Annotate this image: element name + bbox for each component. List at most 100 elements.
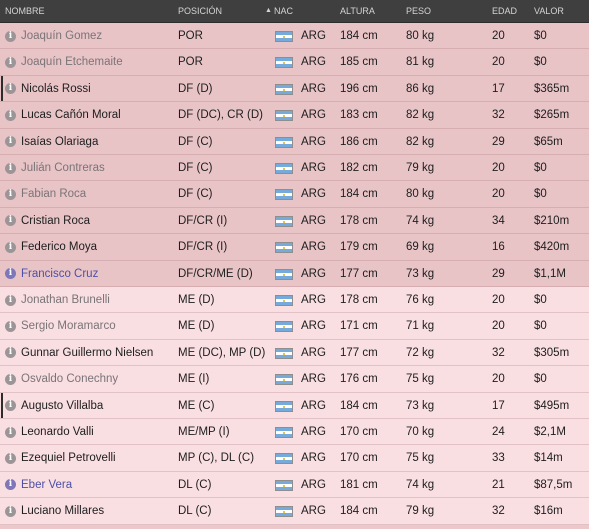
table-row[interactable]: i Federico Moya DF/CR (I) ARG 179 cm 69 kg 16 $… xyxy=(0,234,589,261)
info-circle-icon[interactable]: i xyxy=(5,268,16,280)
player-name[interactable]: Lucas Cañón Moral xyxy=(21,109,121,122)
player-position: DF (D) xyxy=(178,82,213,95)
player-height: 170 cm xyxy=(340,426,378,438)
player-position: DF (C) xyxy=(178,162,213,174)
table-row[interactable]: i Jonathan Brunelli ME (D) ARG 178 cm 76 kg 20… xyxy=(0,287,589,314)
info-circle-icon[interactable]: i xyxy=(5,400,16,412)
player-age: 34 xyxy=(492,214,505,227)
player-name[interactable]: Fabian Roca xyxy=(21,188,87,201)
player-weight: 72 kg xyxy=(406,346,435,359)
player-weight: 73 kg xyxy=(406,399,435,412)
table-row[interactable]: i Joaquín Etchemaite POR ARG 185 cm 81 kg 20 $0 xyxy=(0,49,589,76)
player-name[interactable]: Isaías Olariaga xyxy=(21,135,99,148)
player-name[interactable]: Eber Vera xyxy=(21,478,73,491)
player-position: DF (C) xyxy=(178,188,213,201)
player-name[interactable]: Sergio Moramarco xyxy=(21,320,116,333)
table-row[interactable]: i Nicolás Rossi DF (D) ARG 196 cm 86 kg 17 $365… xyxy=(0,75,589,103)
player-age: 17 xyxy=(492,399,505,412)
player-name[interactable]: Federico Moya xyxy=(21,241,98,254)
column-header-edad[interactable]: EDAD xyxy=(492,6,518,16)
info-circle-icon[interactable]: i xyxy=(5,505,16,517)
player-name[interactable]: Joaquín Etchemaite xyxy=(21,56,123,69)
table-row[interactable]: i Lucas Cañón Moral DF (DC), CR (D) ARG 183 … xyxy=(0,102,589,129)
column-header-nac[interactable]: NAC xyxy=(274,6,294,16)
player-nationality: ARG xyxy=(301,214,326,227)
player-value: $0 xyxy=(534,294,547,306)
player-name[interactable]: Leonardo Valli xyxy=(21,426,94,438)
player-weight: 70 kg xyxy=(406,426,435,438)
info-circle-icon[interactable]: i xyxy=(5,136,16,148)
table-row[interactable]: i Luciano Millares DL (C) ARG 184 cm 79 kg 32 $… xyxy=(0,498,589,525)
player-name[interactable]: Jonathan Brunelli xyxy=(21,294,110,306)
table-row[interactable]: i Cristian Roca DF/CR (I) ARG 178 cm 74 kg 34 $… xyxy=(0,207,589,235)
table-row[interactable]: i Eber Vera DL (C) ARG 181 cm 74 kg 21 $87,5m xyxy=(0,471,589,499)
player-height: 182 cm xyxy=(340,162,378,174)
column-header-nombre[interactable]: NOMBRE xyxy=(5,6,45,16)
player-age: 20 xyxy=(492,56,505,69)
player-name[interactable]: Francisco Cruz xyxy=(21,267,99,280)
info-circle-icon[interactable]: i xyxy=(5,56,16,68)
table-row[interactable]: i Leonardo Valli ME/MP (I) ARG 170 cm 70 kg 24… xyxy=(0,419,589,446)
player-name[interactable]: Cristian Roca xyxy=(21,214,91,227)
column-header-altura[interactable]: ALTURA xyxy=(340,6,375,16)
player-value: $2,1M xyxy=(534,426,566,438)
player-height: 171 cm xyxy=(340,320,378,333)
player-name[interactable]: Nicolás Rossi xyxy=(21,82,91,95)
info-circle-icon[interactable]: i xyxy=(5,347,16,359)
table-row[interactable]: i Ezequiel Petrovelli MP (C), DL (C) ARG 170… xyxy=(0,445,589,472)
player-nationality: ARG xyxy=(301,320,326,333)
info-circle-icon[interactable]: i xyxy=(5,109,16,121)
table-row[interactable]: i Sergio Moramarco ME (D) ARG 171 cm 71 kg 20 $… xyxy=(0,313,589,340)
table-header: NOMBRE POSICIÓN ▲ NAC ALTURA PESO EDAD V… xyxy=(0,0,589,22)
player-weight: 75 kg xyxy=(406,373,435,386)
info-circle-icon[interactable]: i xyxy=(5,294,16,306)
player-nationality: ARG xyxy=(301,135,326,148)
table-row[interactable]: i Fabian Roca DF (C) ARG 184 cm 80 kg 20 $0 xyxy=(0,181,589,208)
player-position: ME (DC), MP (D) xyxy=(178,346,266,359)
player-name[interactable]: Gunnar Guillermo Nielsen xyxy=(21,346,154,359)
player-position: ME (D) xyxy=(178,294,215,306)
player-name[interactable]: Luciano Millares xyxy=(21,505,105,518)
info-circle-icon[interactable]: i xyxy=(5,479,16,491)
table-row[interactable]: i Isaías Olariaga DF (C) ARG 186 cm 82 kg 29 $6… xyxy=(0,128,589,155)
info-circle-icon[interactable]: i xyxy=(5,162,16,174)
player-nationality: ARG xyxy=(301,399,326,412)
table-row[interactable]: i Osvaldo Conechny ME (I) ARG 176 cm 75 kg 20 $… xyxy=(0,366,589,393)
argentina-flag-icon xyxy=(275,163,293,174)
table-row[interactable]: i Francisco Cruz DF/CR/ME (D) ARG 177 cm 73 k… xyxy=(0,260,589,287)
table-row[interactable]: i Joaquín Gomez POR ARG 184 cm 80 kg 20 $0 xyxy=(0,23,589,50)
table-row[interactable]: i Julián Contreras DF (C) ARG 182 cm 79 kg 20 $… xyxy=(0,155,589,182)
info-circle-icon[interactable]: i xyxy=(5,215,16,227)
info-circle-icon[interactable]: i xyxy=(5,188,16,200)
player-nationality: ARG xyxy=(301,56,326,69)
info-circle-icon[interactable]: i xyxy=(5,320,16,332)
column-header-posicion[interactable]: POSICIÓN xyxy=(178,6,223,16)
argentina-flag-icon xyxy=(275,268,293,280)
player-position: ME (C) xyxy=(178,399,215,412)
player-name[interactable]: Ezequiel Petrovelli xyxy=(21,452,116,465)
info-circle-icon[interactable]: i xyxy=(5,241,16,253)
info-circle-icon[interactable]: i xyxy=(5,30,16,42)
argentina-flag-icon xyxy=(275,479,293,491)
info-circle-icon[interactable]: i xyxy=(5,452,16,464)
sort-chevron-icon[interactable]: ▲ xyxy=(265,7,272,14)
player-nationality: ARG xyxy=(301,82,326,95)
player-name[interactable]: Osvaldo Conechny xyxy=(21,373,119,386)
player-name[interactable]: Joaquín Gomez xyxy=(21,30,103,42)
player-value: $87,5m xyxy=(534,478,573,491)
player-name[interactable]: Julián Contreras xyxy=(21,162,105,174)
column-header-peso[interactable]: PESO xyxy=(406,6,432,16)
info-circle-icon[interactable]: i xyxy=(5,83,16,95)
table-row[interactable]: i Gunnar Guillermo Nielsen ME (DC), MP (D)… xyxy=(0,339,589,367)
info-circle-icon[interactable]: i xyxy=(5,373,16,385)
argentina-flag-icon xyxy=(275,321,293,333)
info-circle-icon[interactable]: i xyxy=(5,426,16,438)
player-name[interactable]: Augusto Villalba xyxy=(21,399,104,412)
player-position: ME (I) xyxy=(178,373,210,386)
player-nationality: ARG xyxy=(301,505,326,518)
player-height: 196 cm xyxy=(340,82,378,95)
column-header-valor[interactable]: VALOR xyxy=(534,6,564,16)
table-row[interactable]: i Augusto Villalba ME (C) ARG 184 cm 73 kg 17 $… xyxy=(0,392,589,419)
player-position: DF (C) xyxy=(178,135,213,148)
player-position: MP (C), DL (C) xyxy=(178,452,255,465)
